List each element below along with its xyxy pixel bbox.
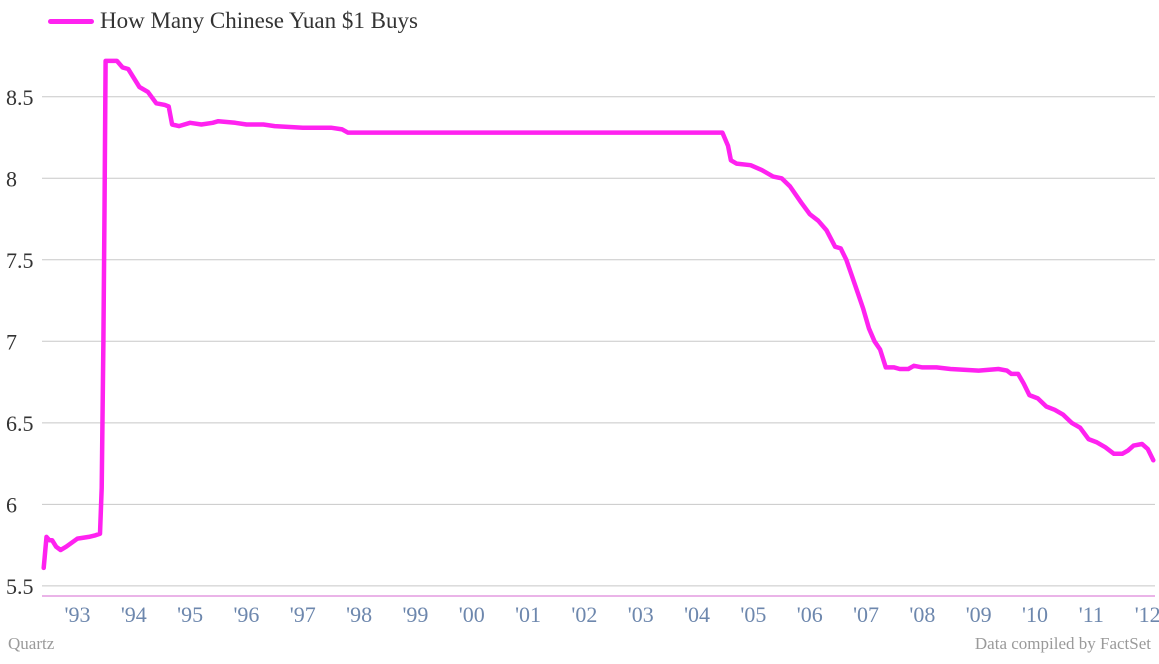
x-tick-label: '95 [177, 602, 203, 627]
y-tick-label: 5.5 [6, 574, 34, 599]
y-axis-ticks: 5.5 6 6.5 7 7.5 8 8.5 [6, 85, 34, 599]
x-tick-label: '08 [909, 602, 935, 627]
legend-swatch [48, 18, 94, 24]
x-tick-label: '04 [684, 602, 710, 627]
x-tick-label: '97 [290, 602, 316, 627]
chart-legend: How Many Chinese Yuan $1 Buys [48, 6, 418, 36]
x-tick-label: '05 [740, 602, 766, 627]
x-tick-label: '02 [571, 602, 597, 627]
y-tick-label: 7.5 [6, 248, 34, 273]
x-tick-label: '12 [1135, 602, 1159, 627]
data-attribution: Data compiled by FactSet [974, 634, 1151, 653]
x-tick-label: '94 [121, 602, 147, 627]
legend-label: How Many Chinese Yuan $1 Buys [100, 8, 418, 33]
x-tick-label: '10 [1022, 602, 1048, 627]
y-tick-label: 6.5 [6, 411, 34, 436]
x-tick-label: '01 [515, 602, 541, 627]
x-tick-label: '96 [233, 602, 259, 627]
x-axis-ticks: '93 '94 '95 '96 '97 '98 '99 '00 '01 '02 '03 '04 '05 '… [65, 602, 1159, 627]
chart-series [41, 58, 1156, 571]
chart-gridlines [42, 96, 1155, 587]
x-tick-label: '03 [628, 602, 654, 627]
y-tick-label: 7 [6, 329, 17, 354]
y-tick-label: 8 [6, 166, 17, 191]
x-tick-label: '11 [1079, 602, 1104, 627]
x-tick-label: '98 [346, 602, 372, 627]
y-tick-label: 8.5 [6, 85, 34, 110]
x-tick-label: '93 [65, 602, 91, 627]
x-tick-label: '07 [853, 602, 879, 627]
y-tick-label: 6 [6, 492, 17, 517]
x-tick-label: '09 [966, 602, 992, 627]
x-tick-label: '06 [797, 602, 823, 627]
x-tick-label: '00 [459, 602, 485, 627]
x-tick-label: '99 [402, 602, 428, 627]
source-credit: Quartz [8, 634, 55, 653]
series-line-usd-cny [41, 58, 1156, 571]
